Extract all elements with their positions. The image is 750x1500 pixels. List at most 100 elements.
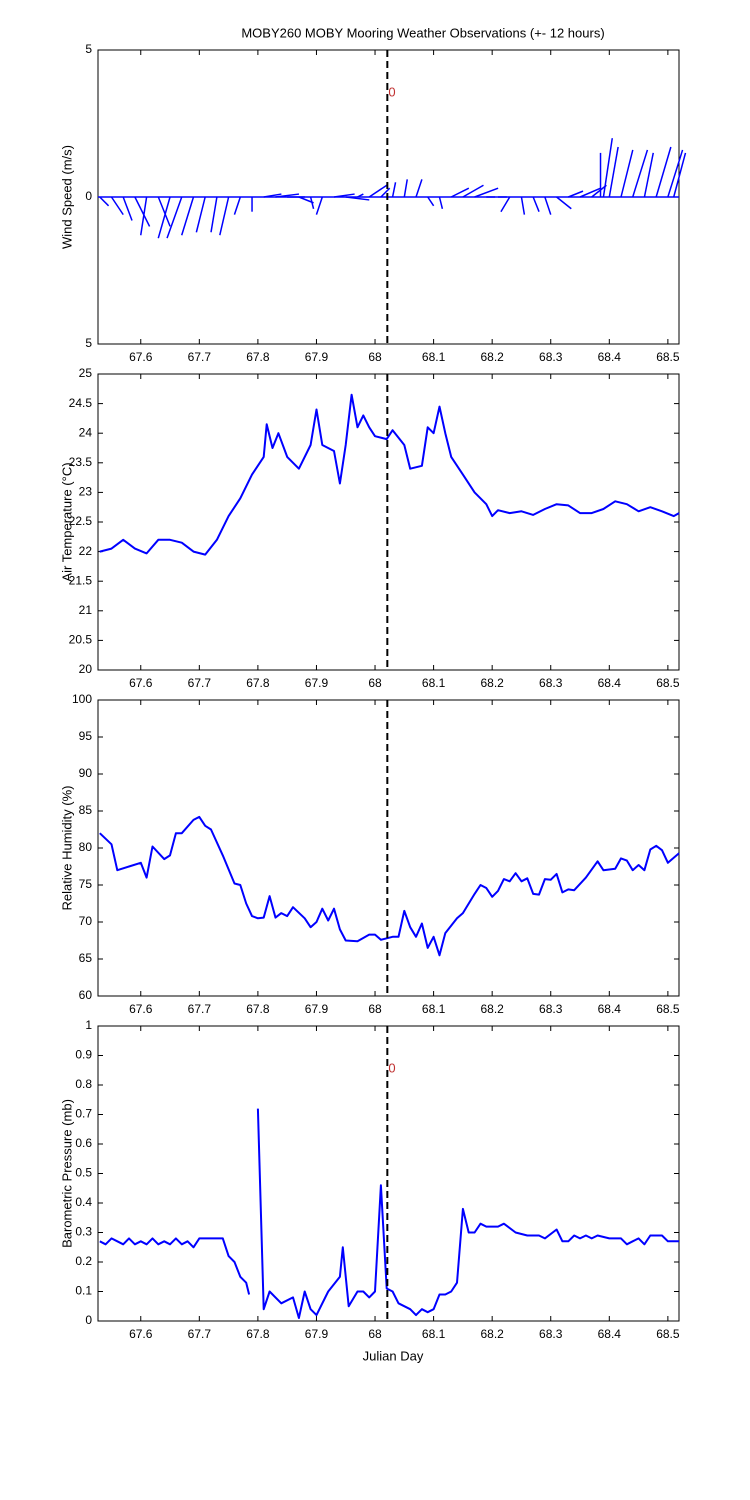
wind-stick (110, 196, 124, 216)
y-tick-label: 0 (85, 189, 92, 203)
y-tick-label: 1 (85, 1018, 92, 1032)
y-tick-label: 0.4 (75, 1195, 92, 1209)
y-axis-label: Air Temperature (°C) (59, 462, 74, 581)
x-tick-label: 68.2 (480, 350, 504, 364)
plot-area (97, 699, 680, 997)
wind-stick (520, 196, 526, 215)
wind-stick (315, 196, 324, 215)
x-tick-label: 68.1 (422, 1002, 446, 1016)
x-tick-label: 68.3 (539, 1327, 563, 1341)
wind-stick (403, 179, 408, 198)
y-tick-label: 0.2 (75, 1254, 92, 1268)
x-tick-label: 68.3 (539, 350, 563, 364)
plot-area (97, 1025, 680, 1322)
wind-stick (309, 196, 315, 209)
wind-stick (139, 196, 148, 236)
y-tick-label: 85 (79, 803, 93, 817)
wind-stick (368, 184, 388, 198)
x-tick-label: 68 (368, 676, 382, 690)
y-tick-label: 24.5 (69, 396, 93, 410)
wind-stick (438, 196, 444, 209)
wind-stick (180, 196, 195, 236)
wind-stick (427, 196, 435, 207)
x-tick-label: 67.9 (305, 1327, 329, 1341)
x-tick-label: 68.1 (422, 350, 446, 364)
y-tick-label: 90 (79, 766, 93, 780)
y-axis-label: Relative Humidity (%) (59, 786, 74, 911)
x-tick-label: 68 (368, 1002, 382, 1016)
x-tick-label: 68.5 (656, 1002, 680, 1016)
x-tick-label: 68.1 (422, 1327, 446, 1341)
x-tick-label: 67.8 (246, 1327, 270, 1341)
x-tick-label: 67.7 (188, 350, 212, 364)
wind-stick (195, 196, 206, 233)
x-tick-label: 68.5 (656, 676, 680, 690)
y-axis-label: Barometric Pressure (mb) (59, 1099, 74, 1248)
x-tick-label: 68.4 (598, 676, 622, 690)
wind-stick (233, 196, 242, 215)
wind-stick (134, 196, 151, 227)
x-tick-label: 67.7 (188, 676, 212, 690)
y-tick-label: 23.5 (69, 455, 93, 469)
y-tick-label: 65 (79, 951, 93, 965)
wind-stick (275, 193, 300, 198)
x-tick-label: 67.8 (246, 676, 270, 690)
marker-label: 0 (388, 84, 395, 99)
wind-stick (500, 196, 511, 213)
wind-stick (556, 196, 572, 210)
x-tick-label: 67.6 (129, 350, 153, 364)
y-tick-label: 20 (79, 662, 93, 676)
y-tick-label: 22 (79, 544, 93, 558)
y-tick-label: 0.5 (75, 1166, 92, 1180)
wind-stick (591, 184, 607, 198)
x-tick-label: 68 (368, 350, 382, 364)
x-tick-label: 68.5 (656, 1327, 680, 1341)
y-tick-label: 25 (79, 366, 93, 380)
x-tick-label: 68.4 (598, 350, 622, 364)
wind-stick (166, 196, 183, 239)
chart-title: MOBY260 MOBY Mooring Weather Observation… (241, 25, 604, 40)
y-tick-label: 0.7 (75, 1107, 92, 1121)
wind-stick (643, 152, 654, 198)
x-tick-label: 68.4 (598, 1327, 622, 1341)
x-tick-label: 68.4 (598, 1002, 622, 1016)
data-line (99, 393, 680, 556)
wind-stick (579, 187, 601, 198)
wind-stick (620, 149, 634, 198)
x-tick-label: 68.5 (656, 350, 680, 364)
x-tick-label: 68.2 (480, 1327, 504, 1341)
y-tick-label: 0.1 (75, 1284, 92, 1298)
wind-stick (157, 196, 171, 227)
x-tick-label: 67.6 (129, 1002, 153, 1016)
y-tick-label: 60 (79, 988, 93, 1002)
wind-stick (667, 149, 684, 198)
wind-stick (333, 193, 355, 198)
y-tick-label: 70 (79, 914, 93, 928)
x-tick-label: 68.2 (480, 676, 504, 690)
wind-stick (99, 196, 110, 207)
y-tick-label: 0.6 (75, 1136, 92, 1150)
x-tick-label: 67.9 (305, 1002, 329, 1016)
data-line (99, 1108, 679, 1319)
wind-stick (474, 187, 499, 198)
wind-stick (210, 196, 218, 233)
y-tick-label: 5 (85, 42, 92, 56)
wind-stick (357, 193, 364, 198)
x-tick-label: 68.1 (422, 676, 446, 690)
plot-area (97, 373, 680, 671)
marker-label: 0 (388, 1060, 395, 1075)
y-tick-label: 23 (79, 485, 93, 499)
x-tick-label: 67.6 (129, 676, 153, 690)
wind-stick (263, 193, 282, 198)
x-tick-label: 67.8 (246, 350, 270, 364)
wind-stick (602, 138, 614, 198)
data-line (99, 815, 680, 957)
y-axis-label: Wind Speed (m/s) (59, 145, 74, 249)
wind-stick (462, 184, 484, 198)
wind-stick (415, 179, 423, 198)
x-tick-label: 67.6 (129, 1327, 153, 1341)
wind-stick (632, 149, 649, 198)
wind-stick (391, 182, 397, 198)
y-tick-label: 5 (85, 336, 92, 350)
